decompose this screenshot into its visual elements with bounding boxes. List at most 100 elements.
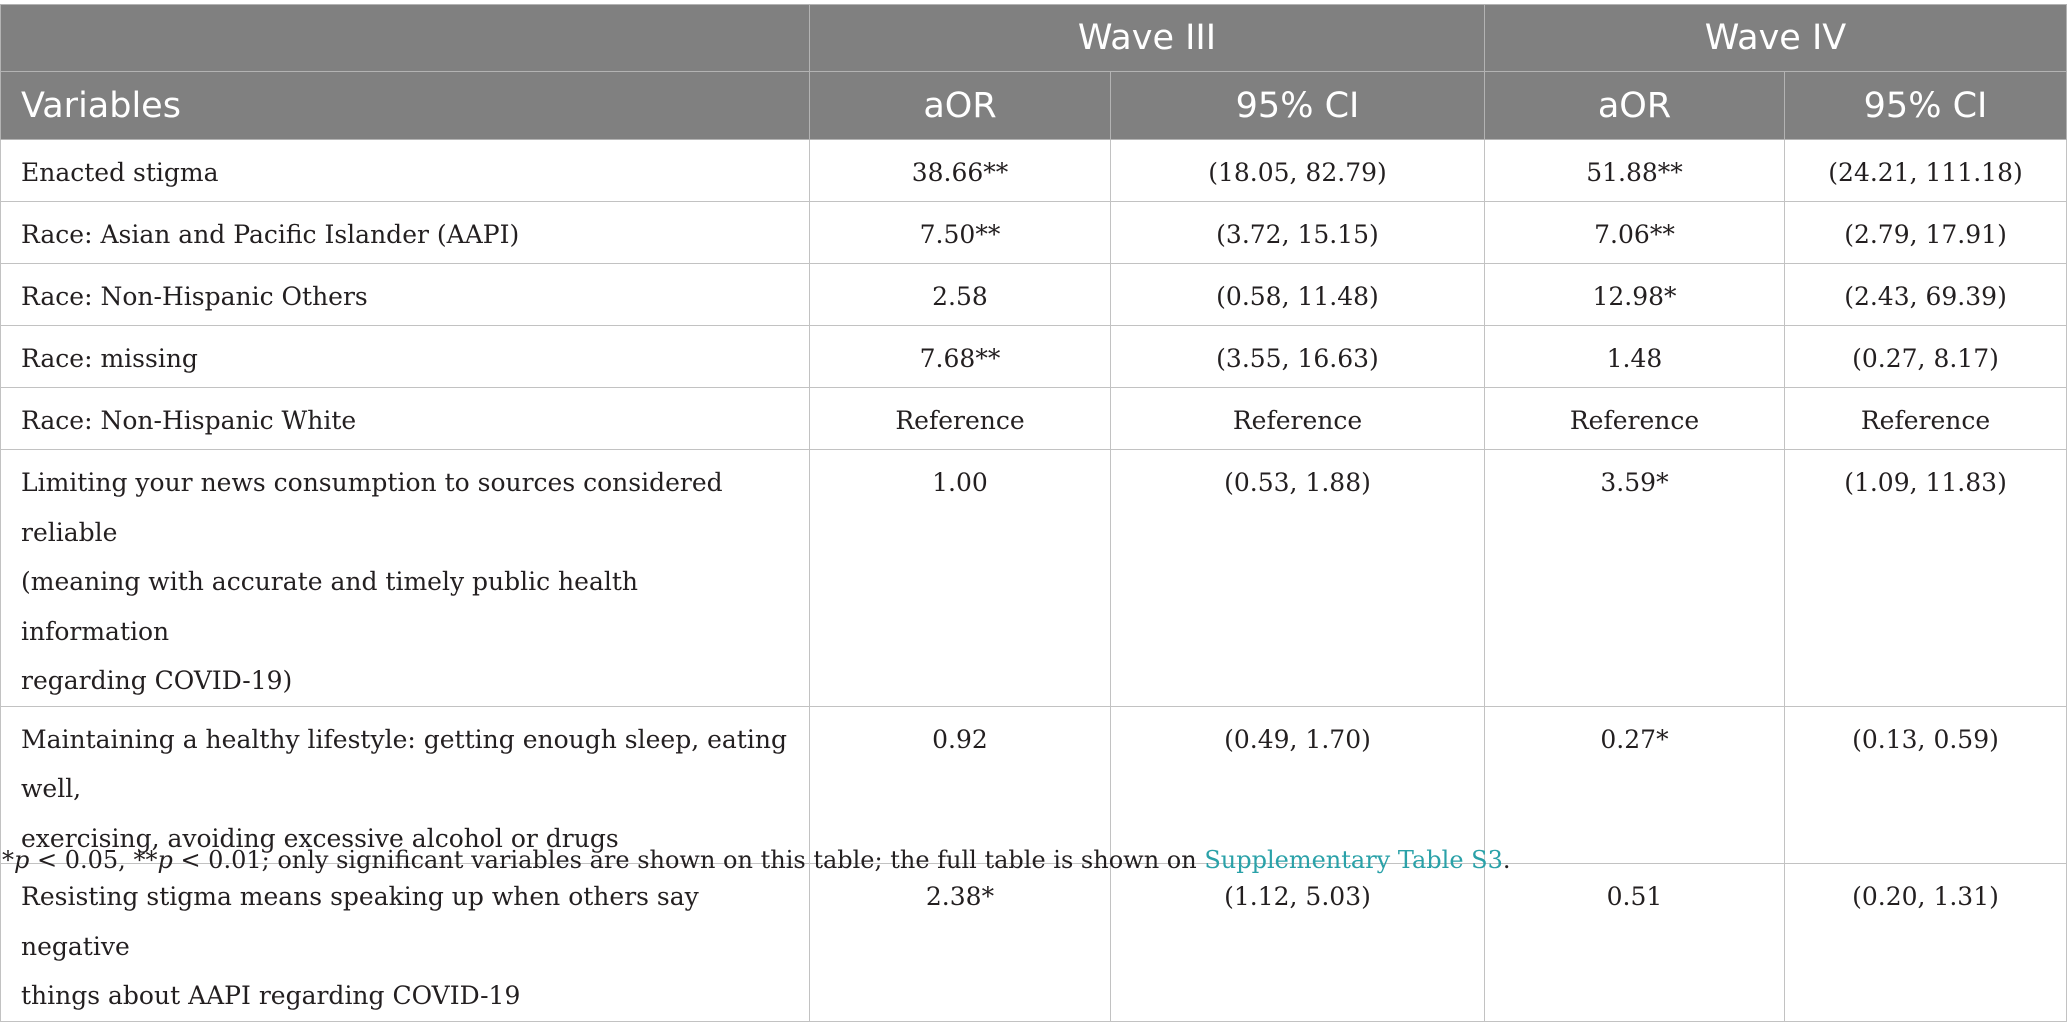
wave-iii-ci-cell: (18.05, 82.79) [1110,139,1485,202]
aor-value: 51.88** [1586,158,1683,187]
table-row: Limiting your news consumption to source… [0,449,2067,707]
wave-iii-ci-cell: (3.72, 15.15) [1110,201,1485,264]
ci-value: (24.21, 111.18) [1828,158,2023,187]
aor-value: 12.98* [1592,282,1677,311]
footnote-condition: < 0.05, ** [29,846,158,874]
variable-cell: Race: Non-Hispanic White [0,387,810,450]
wave-iv-aor-cell: 1.48 [1484,325,1785,388]
results-table-container: Wave III Wave IV Variables aOR 95% CI aO… [0,4,2067,1022]
table-row: Race: Non-Hispanic Others 2.58 (0.58, 11… [0,263,2067,326]
wave-iv-header: Wave IV [1483,4,2067,72]
ci-value: (0.27, 8.17) [1852,344,1999,373]
wave-iii-ci-cell: Reference [1110,387,1485,450]
wave-iv-aor-header: aOR [1484,71,1785,140]
ci-value: (2.79, 17.91) [1844,220,2007,249]
wave-iv-aor-cell: 3.59* [1484,449,1785,707]
ci-value: (0.20, 1.31) [1852,882,1999,911]
aor-value: 1.00 [932,468,988,497]
wave-iv-ci-cell: (0.13, 0.59) [1783,705,2067,864]
table-row: Enacted stigma 38.66** (18.05, 82.79) 51… [0,139,2067,202]
variable-cell: Resisting stigma means speaking up when … [0,863,810,1022]
wave-iii-ci-header: 95% CI [1110,71,1485,140]
variable-cell: Race: Non-Hispanic Others [0,263,810,326]
variable-label: Race: Non-Hispanic Others [21,282,368,311]
aor-value: 0.51 [1606,882,1663,911]
ci-value: (1.12, 5.03) [1224,882,1371,911]
variable-cell: Enacted stigma [0,139,810,202]
variable-label-line: Limiting your news consumption to source… [21,468,723,547]
ci-value: Reference [1860,406,1991,435]
wave-iii-aor-cell: 7.50** [809,201,1111,264]
wave-iii-aor-cell: 2.58 [809,263,1111,326]
footnote-end: . [1502,846,1511,874]
variable-cell: Limiting your news consumption to source… [0,449,810,707]
variable-label-line: things about AAPI regarding COVID-19 [21,981,521,1010]
variable-label: Race: Asian and Pacific Islander (AAPI) [21,220,520,249]
table-header: Wave III Wave IV Variables aOR 95% CI aO… [0,4,2067,140]
aor-value: 7.68** [919,344,1001,373]
wave-iv-ci-cell: (0.27, 8.17) [1783,325,2067,388]
ci-value: (3.55, 16.63) [1216,344,1379,373]
wave-iv-ci-cell: Reference [1783,387,2067,450]
ci-value: (0.49, 1.70) [1224,724,1371,754]
ci-value: (0.58, 11.48) [1216,282,1379,311]
aor-value: 2.58 [932,282,988,311]
variables-header: Variables [0,71,810,140]
wave-iii-aor-cell: 1.00 [809,449,1111,707]
wave-iii-header: Wave III [809,4,1485,72]
aor-value: 0.27* [1600,724,1669,754]
variable-label-line: Resisting stigma means speaking up when … [21,882,699,961]
aor-value: 3.59* [1600,468,1669,497]
column-header-row: Variables aOR 95% CI aOR 95% CI [0,71,2067,140]
wave-iv-ci-cell: (0.20, 1.31) [1783,863,2067,1022]
wave-iii-aor-cell: 0.92 [809,705,1111,864]
footnote-p-symbol: p [157,846,173,874]
variable-label-line: exercising, avoiding excessive alcohol o… [21,823,619,853]
aor-value: 0.92 [932,724,988,754]
aor-value: 38.66** [911,158,1009,187]
table-body: Enacted stigma 38.66** (18.05, 82.79) 51… [0,139,2067,1022]
wave-iii-aor-header: aOR [809,71,1111,140]
variable-label-line: regarding COVID-19) [21,666,293,695]
table-row: Race: Non-Hispanic White Reference Refer… [0,387,2067,450]
results-table: Wave III Wave IV Variables aOR 95% CI aO… [0,4,2067,1022]
group-header-row: Wave III Wave IV [0,4,2067,72]
variable-cell: Race: missing [0,325,810,388]
aor-value: 2.38* [925,882,995,911]
wave-iv-ci-cell: (1.09, 11.83) [1783,449,2067,707]
wave-iii-ci-cell: (0.53, 1.88) [1110,449,1485,707]
table-row: Resisting stigma means speaking up when … [0,863,2067,1022]
wave-iv-ci-cell: (2.43, 69.39) [1783,263,2067,326]
wave-iii-ci-cell: (3.55, 16.63) [1110,325,1485,388]
wave-iii-ci-cell: (1.12, 5.03) [1110,863,1485,1022]
variable-label: Resisting stigma means speaking up when … [21,872,789,1021]
variable-label: Limiting your news consumption to source… [21,458,789,706]
supplementary-table-link[interactable]: Supplementary Table S3 [1204,846,1503,874]
variable-label: Enacted stigma [21,158,219,187]
footnote-star: * [2,846,14,874]
variable-cell: Race: Asian and Pacific Islander (AAPI) [0,201,810,264]
variable-label: Maintaining a healthy lifestyle: getting… [21,715,789,864]
table-row: Race: Asian and Pacific Islander (AAPI) … [0,201,2067,264]
wave-iv-aor-cell: 51.88** [1484,139,1785,202]
wave-iv-aor-cell: 7.06** [1484,201,1785,264]
wave-iv-ci-header: 95% CI [1783,71,2067,140]
wave-iv-aor-cell: Reference [1484,387,1785,450]
footnote-p-symbol: p [14,846,30,874]
variable-label: Race: missing [21,344,198,373]
aor-value: Reference [895,406,1025,435]
ci-value: Reference [1232,406,1363,435]
ci-value: (2.43, 69.39) [1844,282,2007,311]
ci-value: (1.09, 11.83) [1844,468,2007,497]
ci-value: (0.53, 1.88) [1224,468,1371,497]
variable-cell: Maintaining a healthy lifestyle: getting… [0,705,810,864]
aor-value: 1.48 [1606,344,1663,373]
footnote-text: < 0.01; only significant variables are s… [172,846,1205,874]
variable-label-line: Maintaining a healthy lifestyle: getting… [21,724,787,804]
table-row: Race: missing 7.68** (3.55, 16.63) 1.48 … [0,325,2067,388]
wave-iii-aor-cell: Reference [809,387,1111,450]
variable-label-line: (meaning with accurate and timely public… [21,567,639,646]
wave-iii-aor-cell: 38.66** [809,139,1111,202]
wave-iv-ci-cell: (24.21, 111.18) [1783,139,2067,202]
aor-value: Reference [1569,406,1700,435]
